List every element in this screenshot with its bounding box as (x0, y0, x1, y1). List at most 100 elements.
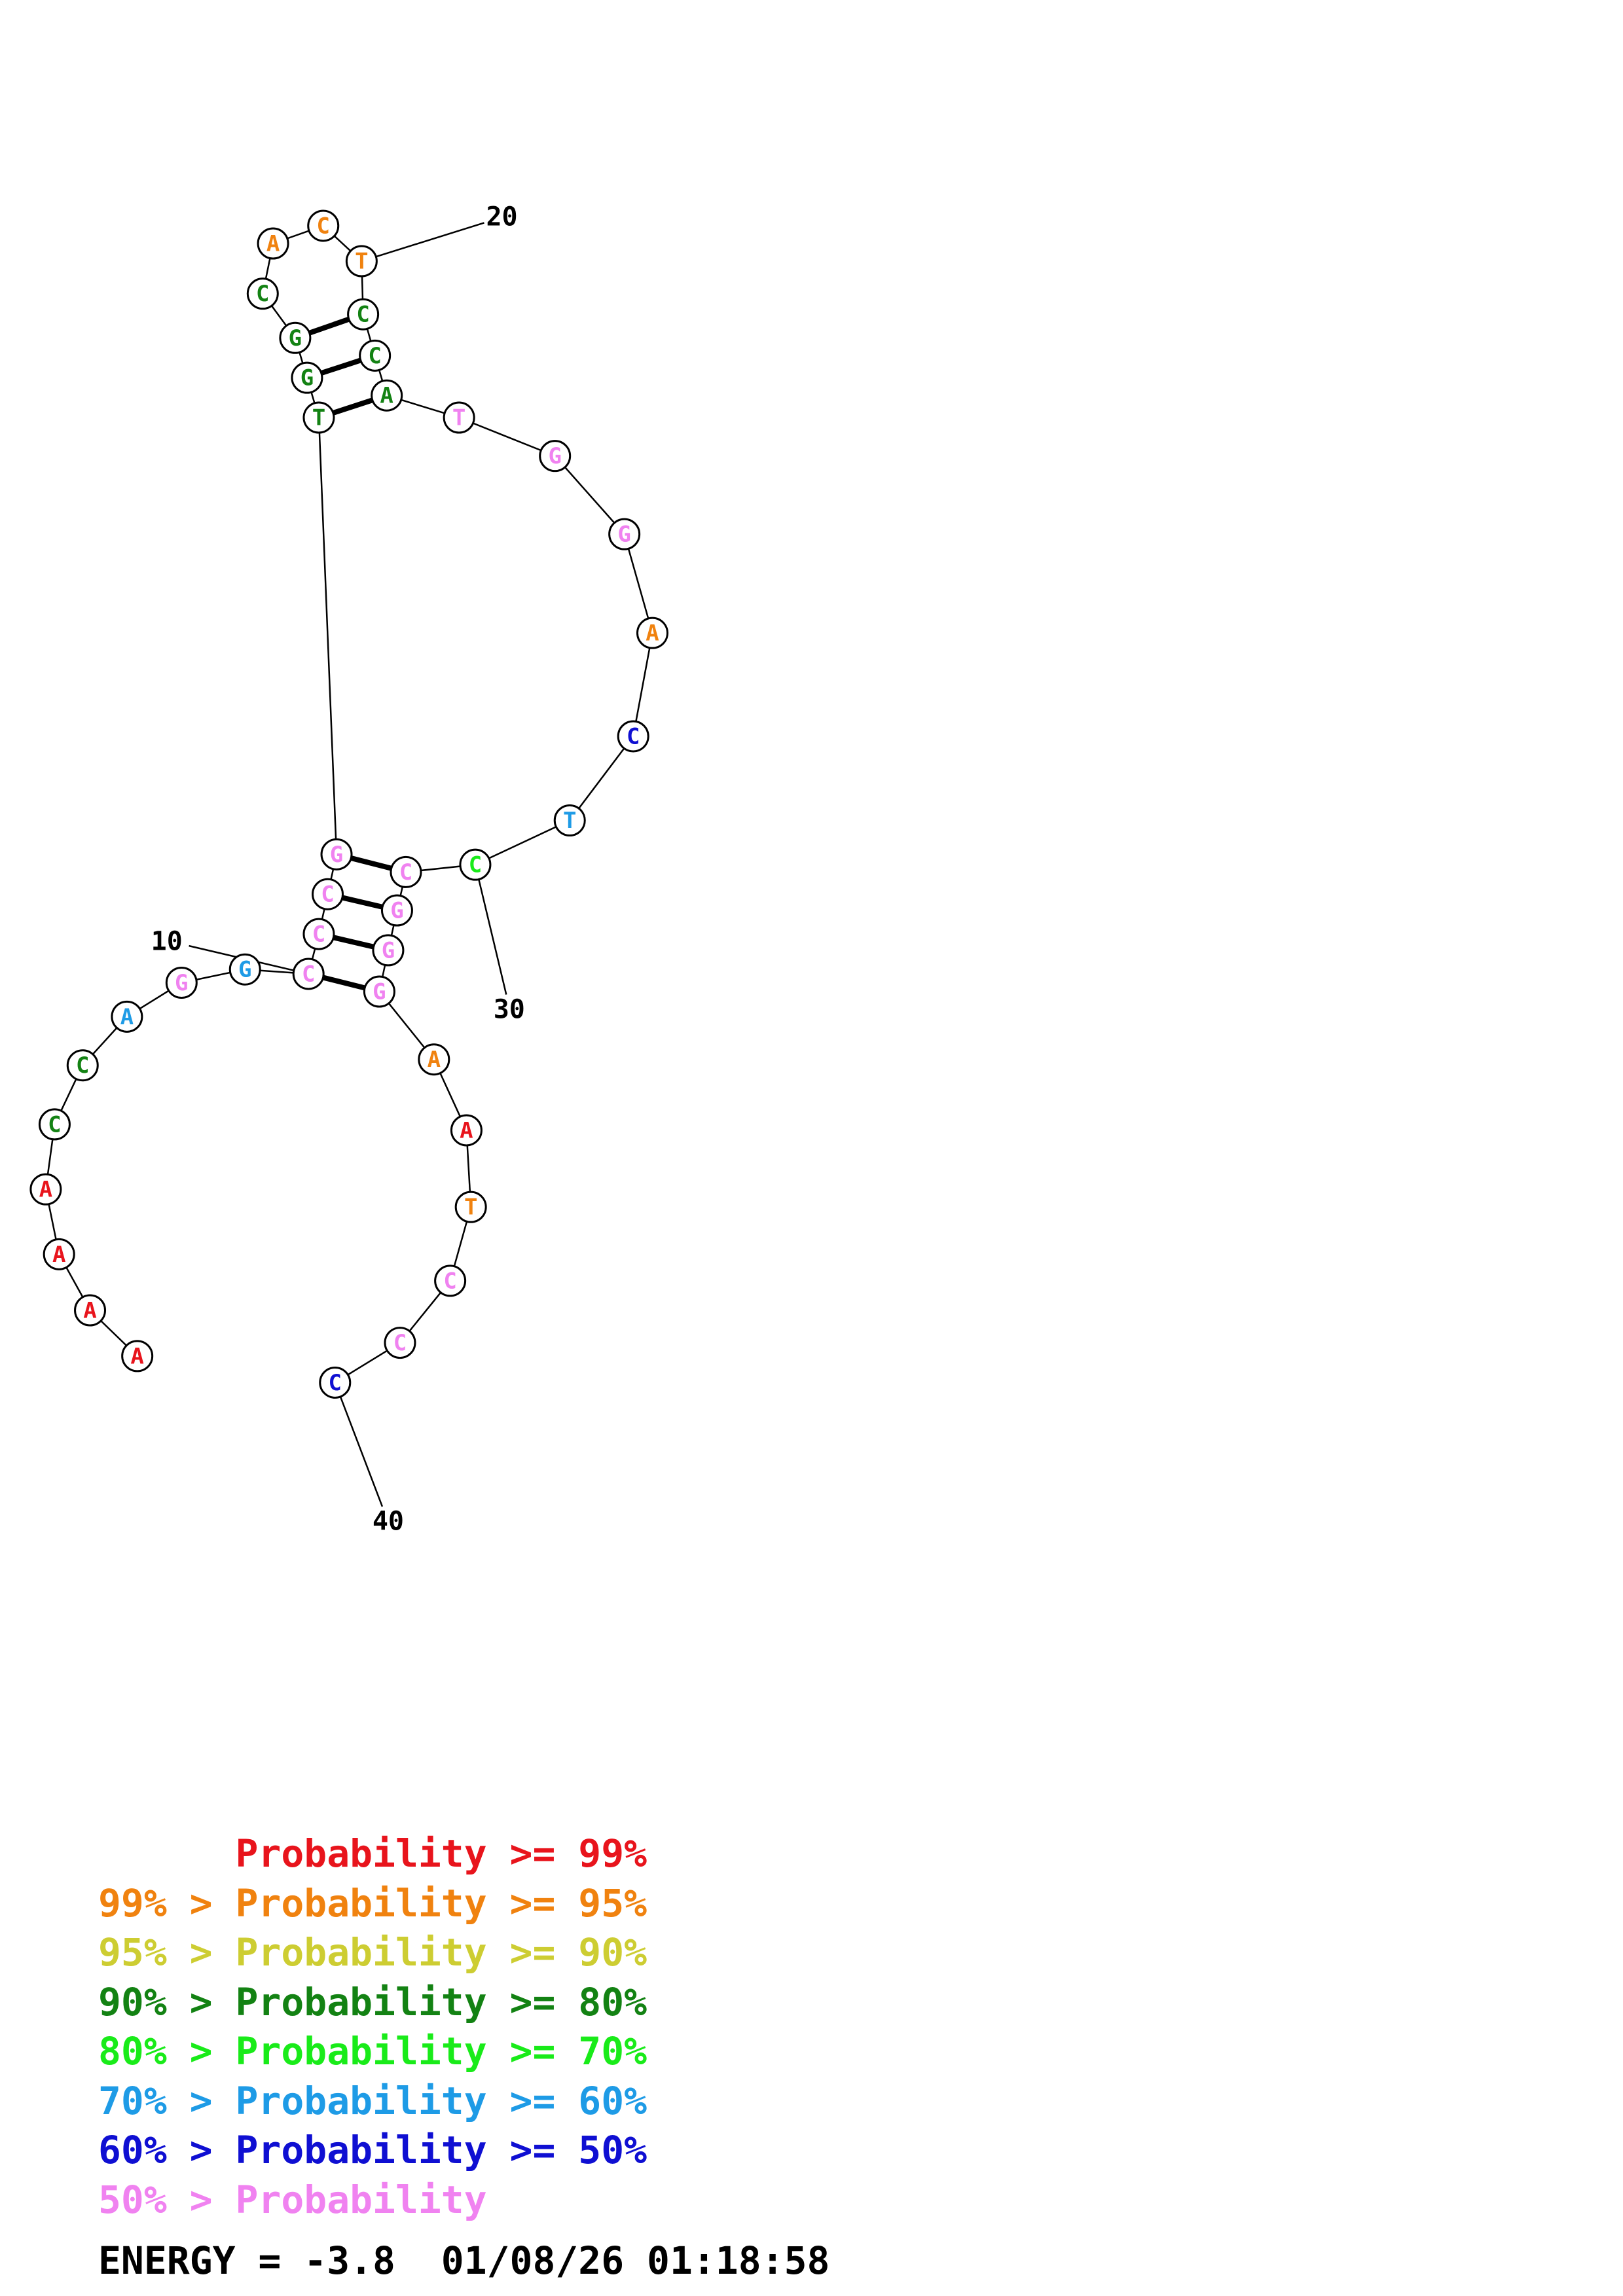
nucleotide: G (279, 321, 312, 354)
nucleotide: C (38, 1108, 71, 1141)
nucleotide-base: C (627, 723, 640, 749)
nucleotide-base: C (393, 1330, 407, 1356)
legend-text: Probability >= 50% (235, 2128, 647, 2172)
position-tick (334, 1382, 384, 1507)
nucleotide: C (319, 1366, 352, 1399)
backbone-segment (318, 417, 338, 855)
nucleotide: G (363, 975, 395, 1008)
nucleotide-base: G (617, 522, 630, 548)
nucleotide: G (608, 518, 641, 550)
position-tick (361, 222, 484, 262)
legend-text: Probability >= 80% (235, 1979, 647, 2024)
nucleotide-circle (29, 1173, 62, 1206)
position-tick (474, 864, 507, 995)
nucleotide-base: A (120, 1004, 134, 1030)
nucleotide: A (43, 1238, 75, 1270)
nucleotide: C (311, 878, 344, 910)
nucleotide: T (454, 1191, 487, 1223)
nucleotide: C (617, 720, 649, 753)
nucleotide: G (380, 894, 413, 927)
nucleotide-circle (302, 918, 335, 950)
legend-entry: 80% > Probability >= 70% (98, 2027, 647, 2077)
position-label: 40 (373, 1507, 404, 1537)
legend-entry: 70% > Probability >= 60% (98, 2077, 647, 2126)
nucleotide-base: C (48, 1111, 61, 1138)
nucleotide-circle (608, 518, 641, 550)
nucleotide-base: A (380, 383, 393, 409)
backbone-segment (475, 819, 570, 866)
backbone-segment (554, 455, 625, 535)
nucleotide: A (371, 379, 403, 412)
nucleotide-circle (372, 934, 405, 967)
position-label: 20 (486, 202, 517, 232)
nucleotide-base: G (548, 443, 561, 469)
nucleotide: A (121, 1340, 154, 1372)
nucleotide: C (359, 339, 392, 372)
nucleotide-base: A (266, 230, 280, 257)
nucleotide-base: C (316, 213, 329, 239)
nucleotide-base: C (399, 859, 412, 886)
nucleotide-base: T (464, 1194, 477, 1221)
nucleotide-circle (279, 321, 312, 354)
legend-text: Probability >= 90% (235, 1930, 647, 1975)
nucleotide-base: A (428, 1047, 441, 1073)
nucleotide-circle (228, 953, 261, 986)
legend-entry: 90% > Probability >= 80% (98, 1978, 647, 2028)
nucleotide-circle (380, 894, 413, 927)
nucleotide: T (443, 401, 475, 434)
nucleotide-base: T (563, 808, 576, 834)
nucleotide-base: G (382, 937, 395, 963)
nucleotide-circle (292, 958, 325, 990)
nucleotide-circle (384, 1327, 416, 1359)
nucleotide: C (302, 918, 335, 950)
nucleotide: G (291, 361, 323, 394)
nucleotide-base: G (238, 957, 251, 983)
nucleotide: C (390, 855, 422, 888)
nucleotide-circle (390, 855, 422, 888)
nucleotide: A (257, 227, 289, 260)
legend-text: Probability >= 99% (235, 1831, 647, 1876)
position-label: 30 (494, 994, 525, 1024)
legend-prefix: 50% > (98, 2177, 236, 2222)
nucleotide-base: T (312, 405, 325, 431)
position-label: 10 (151, 927, 183, 957)
nucleotide: A (29, 1173, 62, 1206)
nucleotide-base: C (368, 343, 381, 369)
nucleotide-circle (539, 440, 572, 473)
nucleotide-circle (418, 1043, 450, 1076)
legend-prefix: 90% > (98, 1979, 236, 2024)
nucleotide-circle (359, 339, 392, 372)
nucleotide-base: G (390, 898, 403, 924)
nucleotide-circle (371, 379, 403, 412)
nucleotide: T (345, 245, 378, 278)
legend-text: Probability >= 95% (235, 1880, 647, 1926)
nucleotide-circle (459, 848, 492, 881)
nucleotide-circle (291, 361, 323, 394)
nucleotide: G (372, 934, 405, 967)
nucleotide-base: C (302, 961, 315, 987)
legend-entry: 99% > Probability >= 95% (98, 1879, 647, 1929)
backbone-segment (458, 416, 556, 457)
nucleotide: A (636, 617, 668, 649)
backbone-segment (569, 736, 634, 821)
nucleotide-circle (38, 1108, 71, 1141)
nucleotide-base: C (356, 302, 369, 328)
nucleotide-base: G (330, 842, 343, 868)
nucleotide-base: A (130, 1343, 143, 1369)
nucleotide: C (66, 1049, 99, 1082)
legend-entry: Probability >= 99% (98, 1829, 647, 1879)
nucleotide: A (450, 1114, 483, 1147)
nucleotide-circle (363, 975, 395, 1008)
nucleotide-circle (257, 227, 289, 260)
nucleotide-circle (246, 278, 279, 310)
nucleotide: A (74, 1294, 107, 1327)
nucleotide-circle (74, 1294, 107, 1327)
legend-entry: 50% > Probability (98, 2176, 647, 2225)
nucleotide-circle (319, 1366, 352, 1399)
nucleotide-circle (345, 245, 378, 278)
nucleotide-base: C (329, 1370, 342, 1396)
nucleotide-base: C (76, 1052, 89, 1079)
legend-entry: 60% > Probability >= 50% (98, 2126, 647, 2176)
nucleotide: G (228, 953, 261, 986)
